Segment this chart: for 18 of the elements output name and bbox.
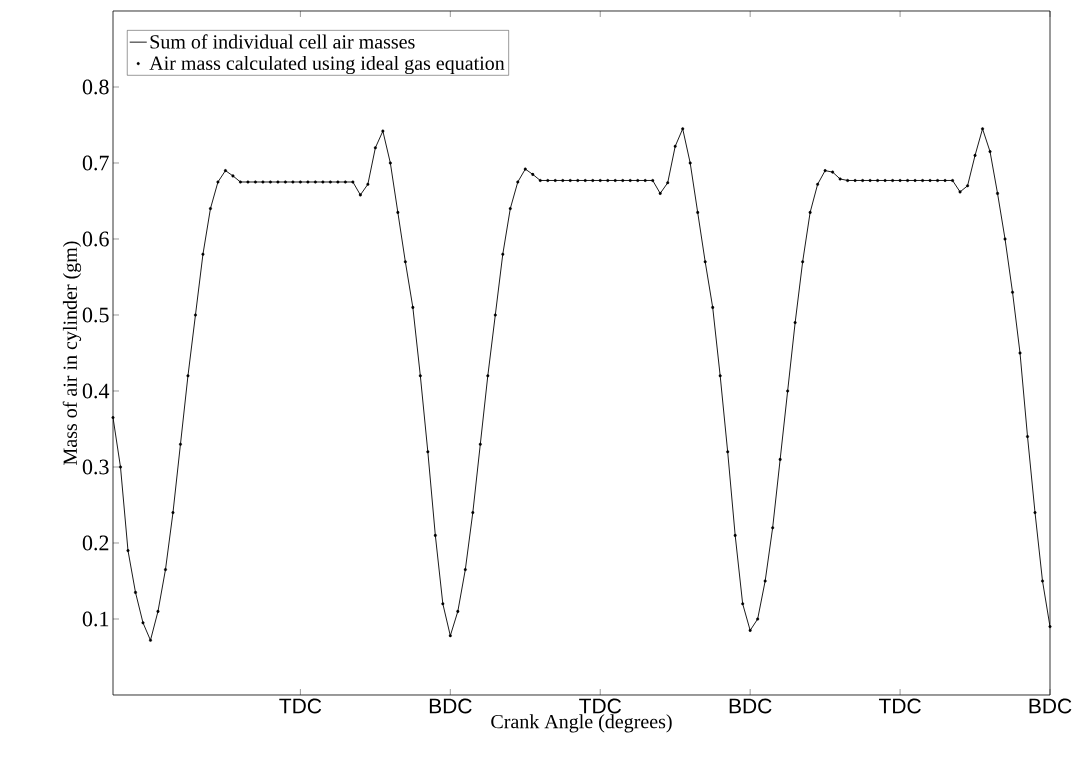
y-tick-label: 0.6 (82, 231, 109, 247)
y-axis-title: Mass of air in cylinder (gm) (62, 241, 82, 465)
x-tick-label: TDC (279, 698, 322, 714)
y-tick-label: 0.4 (82, 383, 110, 399)
y-tick-label: 0.8 (82, 79, 109, 95)
x-tick-label: BDC (429, 698, 472, 714)
y-tick-label: 0.3 (82, 459, 109, 475)
x-tick-label: TDC (579, 698, 622, 714)
y-tick-label: 0.5 (82, 307, 109, 323)
x-tick-label: BDC (729, 698, 772, 714)
legend-label: Air mass calculated using ideal gas equation (149, 55, 505, 75)
y-tick-label: 0.7 (82, 155, 109, 171)
x-tick-label: TDC (878, 698, 921, 714)
x-axis-title: Crank Angle (degrees) (491, 714, 672, 733)
x-tick-label: BDC (1029, 698, 1072, 714)
y-tick-label: 0.2 (82, 535, 109, 551)
y-tick-label: 0.1 (82, 611, 109, 627)
legend-label: Sum of individual cell air masses (150, 34, 415, 49)
